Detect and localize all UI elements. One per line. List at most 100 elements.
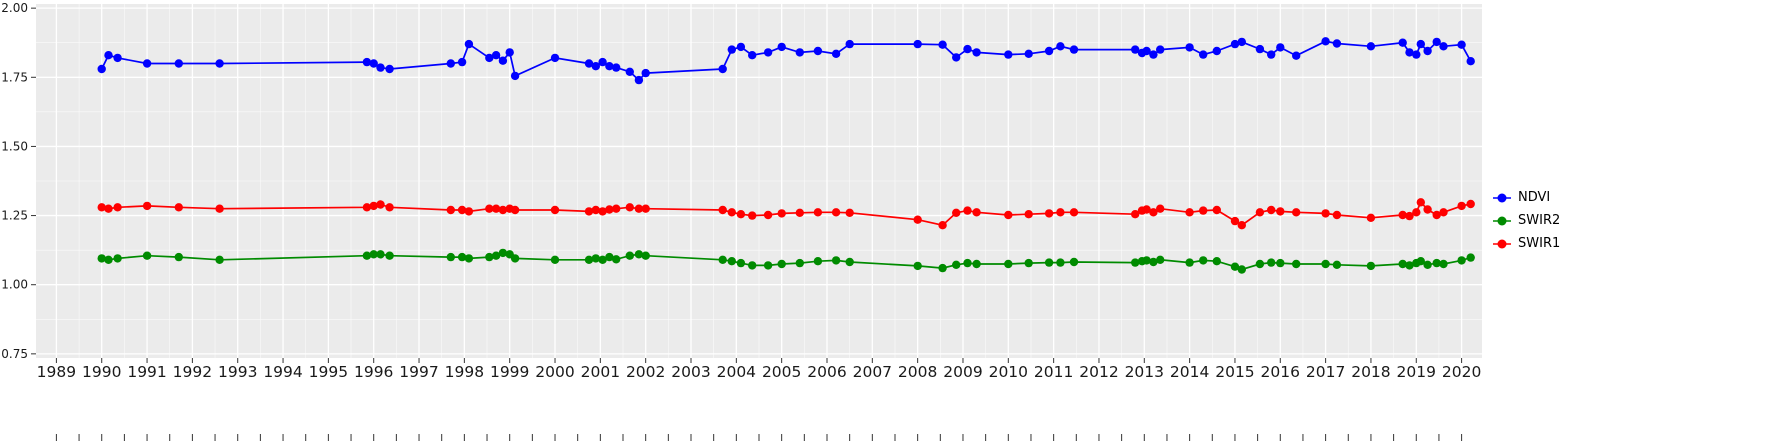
data-point — [457, 205, 467, 215]
data-point — [369, 250, 378, 259]
data-point — [813, 46, 823, 56]
data-point — [1156, 204, 1165, 213]
data-point — [97, 64, 106, 74]
data-point — [913, 261, 922, 271]
data-point — [1056, 258, 1065, 267]
y-tick-label: 1.25 — [1, 209, 28, 223]
x-tick-label: 2002 — [626, 363, 665, 381]
legend-item-swir1: SWIR1 — [1492, 236, 1560, 252]
data-point — [142, 59, 152, 68]
data-point — [1199, 256, 1208, 265]
data-point — [1267, 205, 1276, 215]
data-point — [1332, 210, 1342, 220]
data-point — [1416, 39, 1426, 49]
series-ndvi — [97, 37, 1475, 85]
data-point — [550, 255, 560, 264]
data-point — [1199, 206, 1208, 215]
data-point — [1230, 216, 1240, 226]
data-point — [510, 71, 520, 81]
data-point — [1131, 258, 1140, 267]
data-point — [1149, 208, 1158, 217]
data-point — [1398, 210, 1407, 220]
data-point — [510, 205, 520, 215]
data-point — [612, 63, 621, 72]
data-point — [831, 256, 841, 265]
data-point — [718, 205, 727, 215]
data-point — [1056, 208, 1065, 217]
data-point — [215, 59, 224, 68]
data-point — [376, 250, 385, 259]
x-tick-label: 2012 — [1079, 363, 1118, 381]
x-tick-label: 2011 — [1034, 363, 1073, 381]
data-point — [1423, 205, 1432, 214]
data-point — [1212, 205, 1222, 215]
x-tick-label: 2020 — [1442, 363, 1481, 381]
data-point — [142, 201, 152, 211]
x-tick-label: 2007 — [853, 363, 892, 381]
data-point — [1423, 260, 1432, 269]
x-tick-label: 2005 — [762, 363, 801, 381]
x-tick-label: 2018 — [1351, 363, 1390, 381]
data-point — [446, 59, 455, 68]
x-tick-label: 2004 — [717, 363, 756, 381]
data-point — [831, 208, 841, 217]
data-point — [376, 200, 385, 209]
data-point — [491, 51, 501, 60]
y-axis-labels: 2.00 1.75 1.50 1.25 1.00 0.75 — [1, 1, 28, 361]
series-swir2 — [97, 248, 1475, 274]
data-point — [845, 257, 854, 267]
data-point — [505, 48, 514, 57]
data-point — [215, 204, 224, 213]
data-point — [1069, 45, 1079, 54]
data-point — [972, 208, 981, 217]
data-point — [1398, 259, 1407, 269]
data-point — [457, 57, 467, 67]
data-point — [1185, 258, 1194, 267]
data-point — [777, 209, 786, 218]
data-point — [174, 59, 183, 68]
data-point — [1149, 257, 1158, 267]
data-point — [952, 53, 961, 62]
data-point — [634, 250, 644, 259]
data-point — [1332, 39, 1342, 48]
x-tick-label: 1999 — [490, 363, 529, 381]
data-point — [1457, 201, 1466, 211]
data-point — [727, 208, 736, 217]
x-tick-label: 2003 — [671, 363, 710, 381]
data-point — [813, 257, 823, 266]
data-point — [748, 211, 757, 220]
data-point — [763, 210, 773, 220]
x-tick-label: 1994 — [263, 363, 302, 381]
data-point — [748, 51, 757, 60]
data-point — [1405, 261, 1414, 270]
data-point — [142, 251, 152, 260]
data-point — [1142, 46, 1151, 56]
data-point — [605, 252, 614, 262]
data-point — [485, 53, 494, 63]
data-point — [1321, 209, 1330, 218]
data-point — [1230, 39, 1240, 49]
x-tick-label: 1991 — [127, 363, 166, 381]
data-point — [795, 258, 804, 268]
x-tick-label: 2001 — [581, 363, 620, 381]
data-point — [598, 207, 607, 216]
data-point — [612, 255, 621, 264]
data-point — [1230, 262, 1240, 271]
data-point — [1366, 213, 1376, 222]
data-point — [1069, 257, 1079, 267]
data-point — [1024, 49, 1033, 58]
data-point — [1255, 259, 1265, 269]
data-point — [113, 53, 122, 63]
y-tick-label: 1.75 — [1, 70, 28, 84]
data-point — [605, 61, 614, 71]
data-point — [1156, 255, 1165, 264]
data-point — [641, 251, 650, 260]
data-point — [1185, 208, 1194, 217]
data-point — [1024, 258, 1033, 268]
data-point — [215, 255, 224, 264]
data-point — [584, 255, 594, 264]
data-point — [104, 51, 113, 60]
data-point — [1185, 43, 1194, 52]
data-point — [1056, 42, 1065, 51]
data-point — [625, 251, 634, 260]
